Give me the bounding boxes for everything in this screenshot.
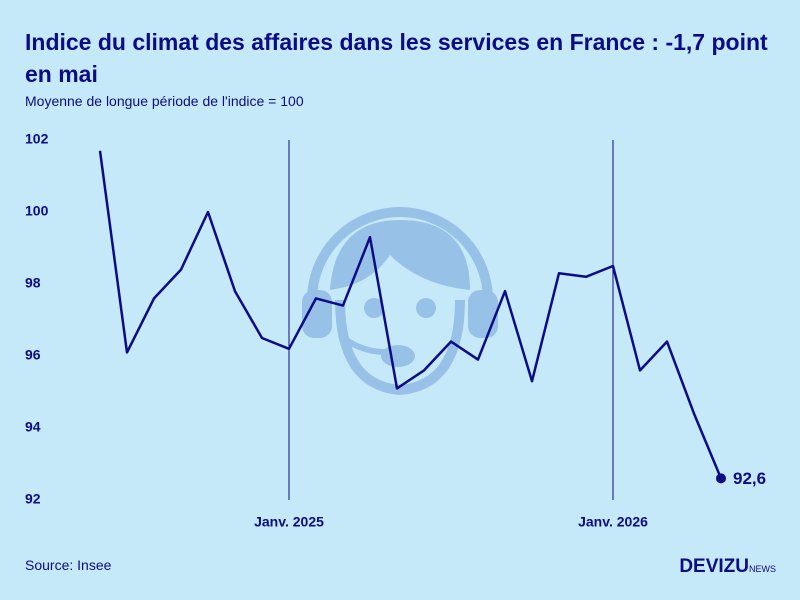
- chart-subtitle: Moyenne de longue période de l'indice = …: [25, 93, 304, 109]
- icon-ear: [468, 290, 498, 338]
- end-dot: [716, 473, 726, 484]
- y-tick-label: 100: [25, 203, 49, 219]
- line: [98, 150, 723, 479]
- y-tick-label: 94: [25, 419, 41, 435]
- icon-eye: [416, 298, 436, 318]
- y-tick-label: 98: [25, 275, 41, 291]
- brand: DEVIZU: [679, 556, 749, 577]
- y-tick-label: 96: [25, 347, 41, 363]
- icon-eye: [364, 298, 384, 318]
- icon-ear: [302, 290, 332, 338]
- icon-mic: [338, 332, 386, 355]
- value-label: 92,6: [733, 469, 766, 488]
- y-tick-label: 102: [25, 131, 49, 147]
- x-tick-label: Janv. 2025: [254, 514, 324, 530]
- chart-title: Indice du climat des affaires dans les s…: [25, 29, 768, 87]
- x-tick-label: Janv. 2026: [578, 514, 648, 530]
- brand-suffix: NEWS: [749, 564, 776, 574]
- headset-icon: [302, 207, 498, 396]
- source: Source: Insee: [25, 557, 112, 573]
- logo: DEVIZUNEWS: [679, 556, 776, 578]
- icon-band: [307, 207, 493, 301]
- icon-mic-head: [381, 345, 415, 367]
- icon-hair: [330, 220, 470, 290]
- y-tick-label: 92: [25, 491, 41, 507]
